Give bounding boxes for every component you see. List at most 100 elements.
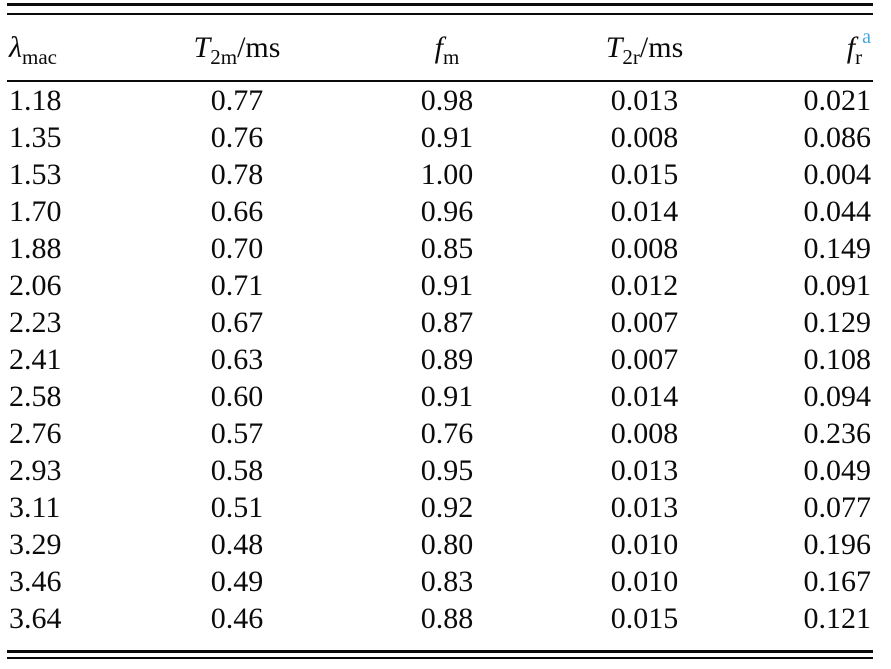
table-cell: 0.010 — [610, 565, 679, 598]
table-cell: 0.008 — [610, 121, 679, 154]
table-cell: 0.91 — [420, 121, 474, 154]
table-row: 2.76 0.57 0.76 0.008 0.236 — [7, 415, 873, 452]
header-subscript: 2m — [210, 44, 238, 69]
header-row: λmac T2m/ms fm T2r/ms fra — [7, 15, 873, 82]
table-cell: 0.77 — [210, 84, 264, 117]
table-bottom-double-rule — [7, 650, 873, 659]
header-symbol: λ — [9, 30, 22, 64]
col-header-t2m-ms: T2m/ms — [117, 15, 357, 82]
table-cell: 0.67 — [210, 306, 264, 339]
table-cell: 0.021 — [803, 84, 872, 117]
table-cell: 0.010 — [610, 528, 679, 561]
table-cell: 0.008 — [610, 232, 679, 265]
table-row: 2.93 0.58 0.95 0.013 0.049 — [7, 452, 873, 489]
header-subscript: m — [443, 44, 460, 69]
table-cell: 0.004 — [803, 158, 872, 191]
table-row: 1.35 0.76 0.91 0.008 0.086 — [7, 119, 873, 156]
table-cell: 0.76 — [420, 417, 474, 450]
table-cell: 0.014 — [610, 380, 679, 413]
table-cell: 1.18 — [9, 84, 62, 117]
table-row: 1.53 0.78 1.00 0.015 0.004 — [7, 156, 873, 193]
header-subscript: mac — [22, 44, 57, 69]
table-cell: 0.70 — [210, 232, 264, 265]
table-row: 3.46 0.49 0.83 0.010 0.167 — [7, 563, 873, 600]
table-cell: 0.121 — [803, 602, 872, 635]
table-cell: 0.66 — [210, 195, 264, 228]
table-row: 3.64 0.46 0.88 0.015 0.121 — [7, 600, 873, 637]
table-cell: 0.91 — [420, 269, 474, 302]
header-symbol: f — [434, 30, 443, 64]
table-cell: 0.108 — [803, 343, 872, 376]
table-cell: 0.60 — [210, 380, 264, 413]
table-cell: 2.76 — [9, 417, 62, 450]
table-cell: 2.93 — [9, 454, 62, 487]
table-cell: 0.71 — [210, 269, 264, 302]
table-cell: 0.007 — [610, 306, 679, 339]
table-cell: 1.53 — [9, 158, 62, 191]
table-cell: 0.044 — [803, 195, 872, 228]
table-cell: 0.014 — [610, 195, 679, 228]
table-row: 2.58 0.60 0.91 0.014 0.094 — [7, 378, 873, 415]
table-cell: 0.196 — [803, 528, 872, 561]
table-cell: 0.87 — [420, 306, 474, 339]
table-cell: 1.35 — [9, 121, 62, 154]
table-cell: 0.167 — [803, 565, 872, 598]
table-cell: 0.094 — [803, 380, 872, 413]
table-cell: 0.149 — [803, 232, 872, 265]
table-cell: 0.98 — [420, 84, 474, 117]
header-symbol: f — [846, 30, 856, 64]
col-header-fm: fm — [357, 15, 537, 82]
table-row: 1.88 0.70 0.85 0.008 0.149 — [7, 230, 873, 267]
table-cell: 0.236 — [803, 417, 872, 450]
table-cell: 0.015 — [610, 158, 679, 191]
table-cell: 1.88 — [9, 232, 62, 265]
table-cell: 3.29 — [9, 528, 62, 561]
table-cell: 0.008 — [610, 417, 679, 450]
table-row: 1.70 0.66 0.96 0.014 0.044 — [7, 193, 873, 230]
table-cell: 0.63 — [210, 343, 264, 376]
table-cell: 0.012 — [610, 269, 679, 302]
table-row: 2.23 0.67 0.87 0.007 0.129 — [7, 304, 873, 341]
table-cell: 1.70 — [9, 195, 62, 228]
table-cell: 0.95 — [420, 454, 474, 487]
header-unit: /ms — [237, 30, 281, 64]
table-cell: 0.086 — [803, 121, 872, 154]
table-cell: 0.015 — [610, 602, 679, 635]
header-subscript: r — [855, 44, 863, 69]
header-symbol: T — [193, 30, 211, 64]
table-row: 2.06 0.71 0.91 0.012 0.091 — [7, 267, 873, 304]
data-table-region: λmac T2m/ms fm T2r/ms fra 1.18 0.77 0.98 0.… — [7, 3, 873, 659]
table-cell: 2.41 — [9, 343, 62, 376]
header-unit: /ms — [639, 30, 684, 64]
col-header-fr: fra — [752, 15, 873, 82]
table-cell: 0.049 — [803, 454, 872, 487]
table-cell: 0.76 — [210, 121, 264, 154]
table-cell: 0.91 — [420, 380, 474, 413]
table-cell: 0.077 — [803, 491, 872, 524]
table-cell: 0.013 — [610, 84, 679, 117]
table-cell: 0.129 — [803, 306, 872, 339]
table-header: λmac T2m/ms fm T2r/ms fra — [7, 15, 873, 82]
table-cell: 0.83 — [420, 565, 474, 598]
table-cell: 0.96 — [420, 195, 474, 228]
table-cell: 2.58 — [9, 380, 62, 413]
col-header-t2r-ms: T2r/ms — [537, 15, 752, 82]
rule-line — [7, 650, 873, 653]
table-cell: 3.11 — [9, 491, 61, 524]
table-cell: 2.06 — [9, 269, 62, 302]
table-cell: 0.013 — [610, 491, 679, 524]
rule-line — [7, 3, 873, 6]
table-cell: 0.46 — [210, 602, 264, 635]
col-header-lambda-mac: λmac — [7, 15, 117, 82]
header-symbol: T — [605, 30, 623, 64]
table-row: 1.18 0.77 0.98 0.013 0.021 — [7, 81, 873, 119]
rule-line — [7, 12, 873, 15]
table-cell: 3.64 — [9, 602, 62, 635]
table-cell: 0.85 — [420, 232, 474, 265]
footnote-marker-a: a — [862, 25, 871, 48]
table-row: 3.29 0.48 0.80 0.010 0.196 — [7, 526, 873, 563]
table-cell: 0.88 — [420, 602, 474, 635]
table-cell: 0.58 — [210, 454, 264, 487]
table-body: 1.18 0.77 0.98 0.013 0.021 1.35 0.76 0.91 0.008 0… — [7, 81, 873, 637]
table-cell: 0.48 — [210, 528, 264, 561]
